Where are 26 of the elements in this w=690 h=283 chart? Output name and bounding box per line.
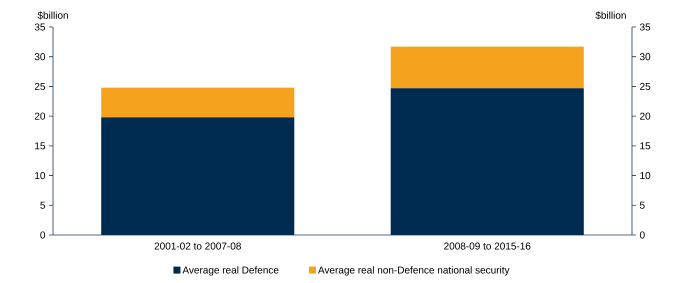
y-tick-label: 15 xyxy=(35,142,46,150)
y-tick-label: 35 xyxy=(34,23,46,31)
y2-tick-label: 10 xyxy=(640,172,650,180)
x-tick-label: 2008-09 to 2015-16 xyxy=(444,242,530,250)
y2-tick-label: 25 xyxy=(640,82,650,90)
y2-tick-label: 35 xyxy=(640,23,650,31)
y-tick-label: 20 xyxy=(34,112,46,120)
y-axis-title: $billion xyxy=(38,11,68,20)
y-tick-label: 25 xyxy=(34,82,46,90)
bar xyxy=(101,117,294,235)
y2-tick-label: 30 xyxy=(640,53,650,60)
x-tick-label: 2001-02 to 2007-08 xyxy=(154,242,241,250)
bar xyxy=(101,88,294,118)
y2-tick-label: 5 xyxy=(640,202,645,209)
y2-tick-label: 15 xyxy=(640,142,650,150)
y-tick-label: 30 xyxy=(34,53,46,60)
y-tick-label: 0 xyxy=(40,231,46,239)
legend-label: Average real Defence xyxy=(182,266,279,276)
y2-axis-title: $billion xyxy=(595,11,626,20)
bar xyxy=(390,88,584,235)
bar xyxy=(390,46,584,88)
y2-tick-label: 20 xyxy=(640,112,650,120)
y2-tick-label: 0 xyxy=(640,231,645,239)
y-tick-label: 5 xyxy=(40,202,46,209)
legend-label: Average real non-Defence national security xyxy=(318,266,510,276)
y-tick-label: 10 xyxy=(35,172,46,180)
